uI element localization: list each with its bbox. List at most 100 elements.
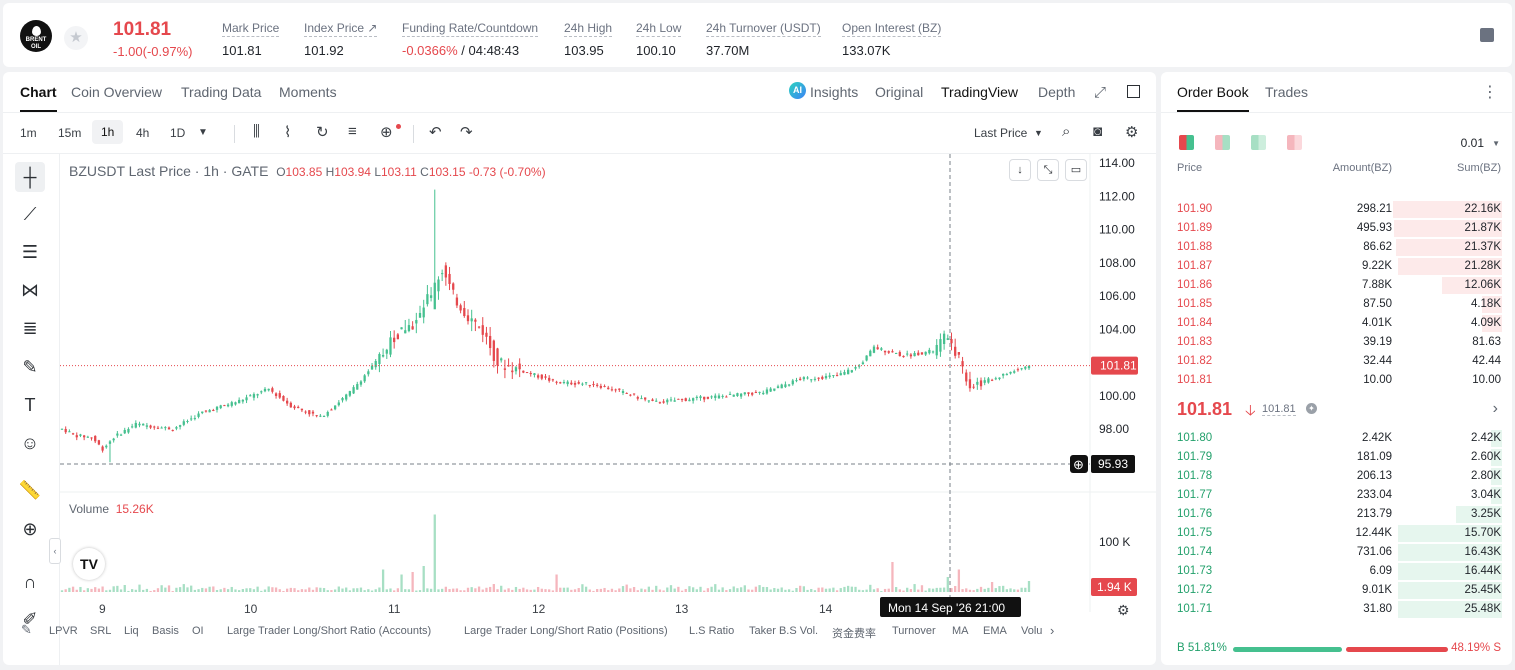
tab-chart[interactable]: Chart [20, 84, 57, 112]
stat-index-price[interactable]: Index Price ↗ 101.92 [304, 21, 378, 58]
pattern-icon[interactable]: ⋈ [21, 280, 39, 300]
text-tool-icon[interactable]: T [24, 395, 36, 415]
price-type-select[interactable]: Last Price [974, 126, 1028, 140]
timeframe-dropdown-icon[interactable]: ▼ [198, 127, 208, 138]
candle [79, 434, 82, 436]
indicator-basis[interactable]: Basis [152, 625, 179, 637]
templates-icon[interactable]: ≡ [348, 123, 357, 140]
bid-row[interactable]: 101.75 12.44K 15.70K [1161, 524, 1512, 543]
timeframe-1h[interactable]: 1h [92, 120, 124, 144]
pencil-icon[interactable]: ✎ [21, 622, 32, 637]
chevron-down-icon[interactable]: ▼ [1492, 139, 1500, 148]
bid-row[interactable]: 101.73 6.09 16.44K [1161, 562, 1512, 581]
candle-type-icon[interactable]: ⫼ [253, 123, 260, 140]
ask-row[interactable]: 101.83 39.19 81.63 [1161, 333, 1512, 352]
reset-scale-icon[interactable]: ▭ [1065, 159, 1087, 181]
camera-icon[interactable]: ◙ [1093, 123, 1103, 140]
col-sum: Sum(BZ) [1457, 162, 1501, 174]
candle [201, 411, 204, 414]
indicator-ma[interactable]: MA [952, 625, 969, 637]
view-asks-icon[interactable] [1287, 135, 1302, 150]
crosshair-icon[interactable]: ┼ [15, 162, 45, 192]
chevron-right-icon[interactable]: › [1492, 400, 1498, 417]
search-icon[interactable]: ⌕ [1062, 123, 1071, 140]
ask-row[interactable]: 101.86 7.88K 12.06K [1161, 276, 1512, 295]
indicator-ls-accounts[interactable]: Large Trader Long/Short Ratio (Accounts) [227, 625, 432, 637]
candle [928, 349, 931, 354]
scroll-down-icon[interactable]: ↓ [1009, 159, 1031, 181]
view-insights[interactable]: Insights [810, 84, 859, 100]
favorite-star-icon[interactable]: ★ [64, 26, 88, 50]
view-depth[interactable]: Depth [1038, 84, 1076, 100]
chevron-right-icon[interactable]: › [1050, 623, 1055, 638]
tab-moments[interactable]: Moments [279, 84, 337, 100]
bid-row[interactable]: 101.71 31.80 25.48K [1161, 600, 1512, 619]
ask-row[interactable]: 101.90 298.21 22.16K [1161, 200, 1512, 219]
timeframe-1m[interactable]: 1m [20, 126, 37, 140]
undo-icon[interactable]: ↶ [429, 124, 442, 141]
fullscreen-icon[interactable]: ⤢ [1094, 84, 1107, 101]
emoji-icon[interactable]: ☺ [20, 433, 40, 453]
indicator-ls-positions[interactable]: Large Trader Long/Short Ratio (Positions… [464, 625, 668, 637]
tradingview-logo[interactable]: TV [73, 548, 105, 580]
ask-row[interactable]: 101.82 32.44 42.44 [1161, 352, 1512, 371]
tab-trading-data[interactable]: Trading Data [181, 84, 262, 100]
brush-icon[interactable]: ✎ [22, 357, 38, 377]
bid-row[interactable]: 101.74 731.06 16.43K [1161, 543, 1512, 562]
add-alert-icon[interactable]: ⊕ [380, 124, 393, 141]
window-toggle-icon[interactable] [1127, 85, 1140, 98]
magnet-icon[interactable]: ∩ [23, 572, 37, 592]
timeframe-15m[interactable]: 15m [58, 126, 82, 140]
ask-row[interactable]: 101.89 495.93 21.87K [1161, 219, 1512, 238]
ask-row[interactable]: 101.84 4.01K 4.09K [1161, 314, 1512, 333]
volume-bar [448, 589, 451, 592]
indicator-volume[interactable]: Volu [1021, 625, 1043, 637]
ask-row[interactable]: 101.81 10.00 10.00 [1161, 371, 1512, 390]
bid-row[interactable]: 101.78 206.13 2.80K [1161, 467, 1512, 486]
collapse-icon[interactable]: ⤡ [1037, 159, 1059, 181]
trendline-icon[interactable]: ⟋ [23, 204, 37, 224]
bid-row[interactable]: 101.76 213.79 3.25K [1161, 505, 1512, 524]
notebook-icon[interactable] [1480, 28, 1494, 42]
indicator-funding-rate[interactable]: 资金费率 [832, 628, 876, 640]
ask-row[interactable]: 101.85 87.50 4.18K [1161, 295, 1512, 314]
indicators-icon[interactable]: ⌇ [284, 124, 292, 141]
chevron-down-icon[interactable]: ▼ [1034, 128, 1043, 138]
indicator-lpvr[interactable]: LPVR [49, 625, 78, 637]
timeframe-1d[interactable]: 1D [170, 126, 186, 140]
zoom-in-icon[interactable]: ⊕ [22, 519, 38, 539]
indicator-ema[interactable]: EMA [983, 625, 1007, 637]
collapse-toolbar-icon[interactable]: ‹ [49, 538, 61, 564]
indicator-turnover[interactable]: Turnover [892, 625, 936, 637]
indicator-ls-ratio[interactable]: L.S Ratio [689, 625, 735, 637]
indicator-srl[interactable]: SRL [90, 625, 112, 637]
price-chart[interactable]: 114.00112.00110.00108.00106.00104.00102.… [3, 72, 1156, 665]
timeframe-4h[interactable]: 4h [136, 126, 150, 140]
more-options-icon[interactable]: ⋮ [1482, 84, 1498, 101]
indicator-oi[interactable]: OI [192, 625, 204, 637]
ask-row[interactable]: 101.88 86.62 21.37K [1161, 238, 1512, 257]
indicator-taker-vol[interactable]: Taker B.S Vol. [749, 625, 819, 637]
view-bids-icon[interactable] [1251, 135, 1266, 150]
tab-coin-overview[interactable]: Coin Overview [71, 84, 163, 100]
bid-row[interactable]: 101.79 181.09 2.60K [1161, 448, 1512, 467]
bid-row[interactable]: 101.77 233.04 3.04K [1161, 486, 1512, 505]
fib-icon[interactable]: ≣ [22, 318, 38, 338]
view-both-icon[interactable] [1179, 135, 1194, 150]
view-tradingview[interactable]: TradingView [941, 84, 1019, 100]
ruler-icon[interactable]: 📏 [18, 480, 42, 500]
bid-row[interactable]: 101.72 9.01K 25.45K [1161, 581, 1512, 600]
precision-select[interactable]: 0.01 [1460, 136, 1484, 150]
indicator-liq[interactable]: Liq [124, 625, 139, 637]
view-asks-bids-icon[interactable] [1215, 135, 1230, 150]
tab-order-book[interactable]: Order Book [1177, 84, 1249, 112]
ask-row[interactable]: 101.87 9.22K 21.28K [1161, 257, 1512, 276]
redo-icon[interactable]: ↷ [460, 124, 473, 141]
tab-trades[interactable]: Trades [1265, 84, 1309, 100]
view-original[interactable]: Original [875, 84, 924, 100]
bid-row[interactable]: 101.80 2.42K 2.42K [1161, 429, 1512, 448]
lock-drawings-icon[interactable]: ✐ [22, 609, 38, 629]
horizontal-lines-icon[interactable]: ☰ [21, 242, 39, 262]
settings-gear-icon[interactable]: ⚙ [1125, 124, 1139, 141]
compare-icon[interactable]: ↻ [316, 124, 329, 141]
